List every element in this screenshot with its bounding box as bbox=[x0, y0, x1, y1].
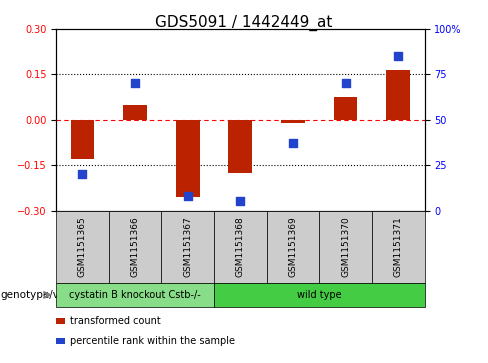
Point bbox=[79, 171, 86, 177]
Text: GSM1151365: GSM1151365 bbox=[78, 216, 87, 277]
Bar bbox=[228, 120, 252, 173]
Text: GSM1151371: GSM1151371 bbox=[394, 216, 403, 277]
Point bbox=[394, 53, 402, 59]
Point bbox=[131, 81, 139, 86]
Point bbox=[342, 81, 349, 86]
Text: genotype/variation: genotype/variation bbox=[0, 290, 99, 300]
Point bbox=[237, 199, 244, 204]
Text: GSM1151370: GSM1151370 bbox=[341, 216, 350, 277]
Text: GSM1151368: GSM1151368 bbox=[236, 216, 245, 277]
Bar bbox=[281, 120, 305, 123]
Text: transformed count: transformed count bbox=[70, 316, 161, 326]
Bar bbox=[71, 120, 94, 159]
Text: cystatin B knockout Cstb-/-: cystatin B knockout Cstb-/- bbox=[69, 290, 201, 300]
Text: wild type: wild type bbox=[297, 290, 342, 300]
Point bbox=[184, 193, 192, 199]
Bar bbox=[123, 105, 147, 120]
Text: percentile rank within the sample: percentile rank within the sample bbox=[70, 336, 235, 346]
Point bbox=[289, 140, 297, 146]
Text: GSM1151369: GSM1151369 bbox=[288, 216, 298, 277]
Bar bbox=[334, 97, 357, 120]
Text: GSM1151367: GSM1151367 bbox=[183, 216, 192, 277]
Text: GSM1151366: GSM1151366 bbox=[131, 216, 140, 277]
Text: GDS5091 / 1442449_at: GDS5091 / 1442449_at bbox=[155, 15, 333, 31]
Bar bbox=[176, 120, 200, 197]
Bar bbox=[386, 70, 410, 120]
